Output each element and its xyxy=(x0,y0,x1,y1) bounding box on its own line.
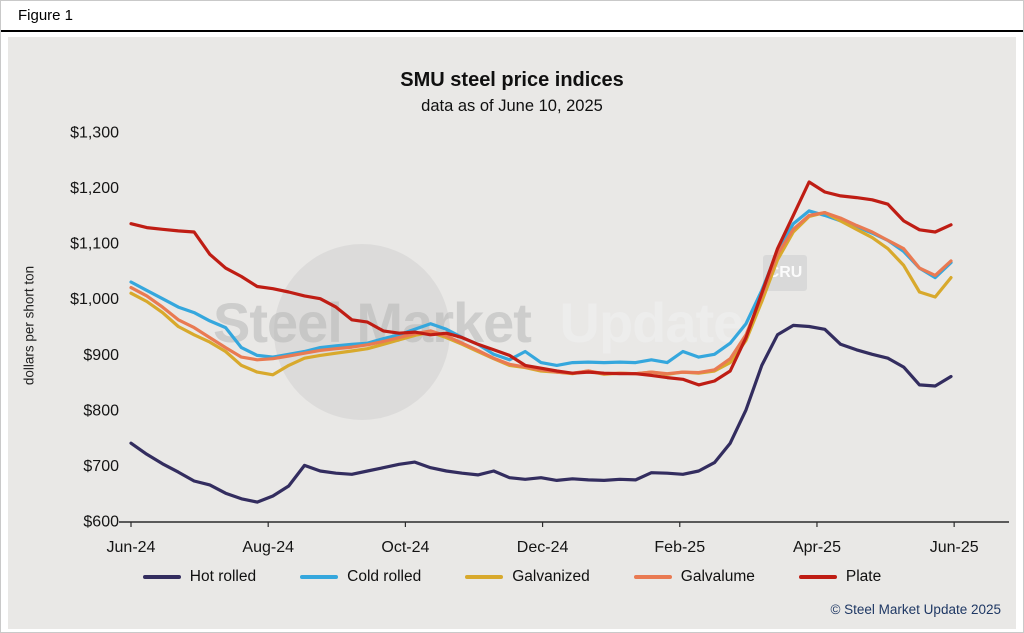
x-tick-label: Aug-24 xyxy=(242,539,294,556)
legend-item-hot-rolled: Hot rolled xyxy=(142,568,257,586)
legend-label-plate: Plate xyxy=(845,568,882,585)
y-tick-label: $1,100 xyxy=(70,236,119,253)
y-tick-label: $1,200 xyxy=(70,180,119,197)
legend-item-galvanized: Galvanized xyxy=(465,568,590,586)
x-tick-label: Feb-25 xyxy=(654,539,705,556)
legend: Hot rolled Cold rolled Galvanized Galvalume… xyxy=(1,568,1023,586)
y-tick-label: $900 xyxy=(83,347,119,364)
series-line-cold-rolled xyxy=(129,209,953,367)
y-tick-label: $600 xyxy=(83,514,119,531)
legend-item-galvalume: Galvalume xyxy=(633,568,755,586)
figure-rule xyxy=(1,30,1023,32)
legend-label-galvalume: Galvalume xyxy=(680,568,755,585)
legend-marker-plate xyxy=(798,575,837,579)
series-line-plate xyxy=(129,180,953,387)
legend-marker-galvanized xyxy=(465,575,504,579)
y-tick-label: $700 xyxy=(83,458,119,475)
chart-subtitle: data as of June 10, 2025 xyxy=(421,97,603,115)
legend-marker-galvalume xyxy=(633,575,672,579)
legend-item-plate: Plate xyxy=(798,568,882,586)
series-line-galvalume xyxy=(129,211,953,376)
legend-label-cold-rolled: Cold rolled xyxy=(347,568,422,585)
legend-label-hot-rolled: Hot rolled xyxy=(189,568,257,585)
legend-label-galvanized: Galvanized xyxy=(512,568,590,585)
legend-item-cold-rolled: Cold rolled xyxy=(300,568,421,586)
legend-marker-hot-rolled xyxy=(142,575,181,579)
figure-label: Figure 1 xyxy=(18,7,74,24)
legend-marker-cold-rolled xyxy=(300,575,339,579)
chart-panel: Steel Market Update CRU xyxy=(8,37,1016,629)
y-tick-label: $1,300 xyxy=(70,125,119,142)
copyright: © Steel Market Update 2025 xyxy=(830,602,1001,617)
x-tick-label: Jun-24 xyxy=(107,539,156,556)
y-axis-label: dollars per short ton xyxy=(21,265,37,386)
x-tick-label: Jun-25 xyxy=(930,539,979,556)
watermark-update: Update xyxy=(559,291,745,354)
y-tick-label: $800 xyxy=(83,402,119,419)
series-line-hot-rolled xyxy=(129,323,953,504)
x-tick-label: Oct-24 xyxy=(381,539,429,556)
x-tick-label: Apr-25 xyxy=(793,539,841,556)
chart-title: SMU steel price indices xyxy=(400,69,624,91)
x-tick-label: Dec-24 xyxy=(517,539,569,556)
series-line-galvanized xyxy=(129,211,953,377)
y-tick-label: $1,000 xyxy=(70,291,119,308)
